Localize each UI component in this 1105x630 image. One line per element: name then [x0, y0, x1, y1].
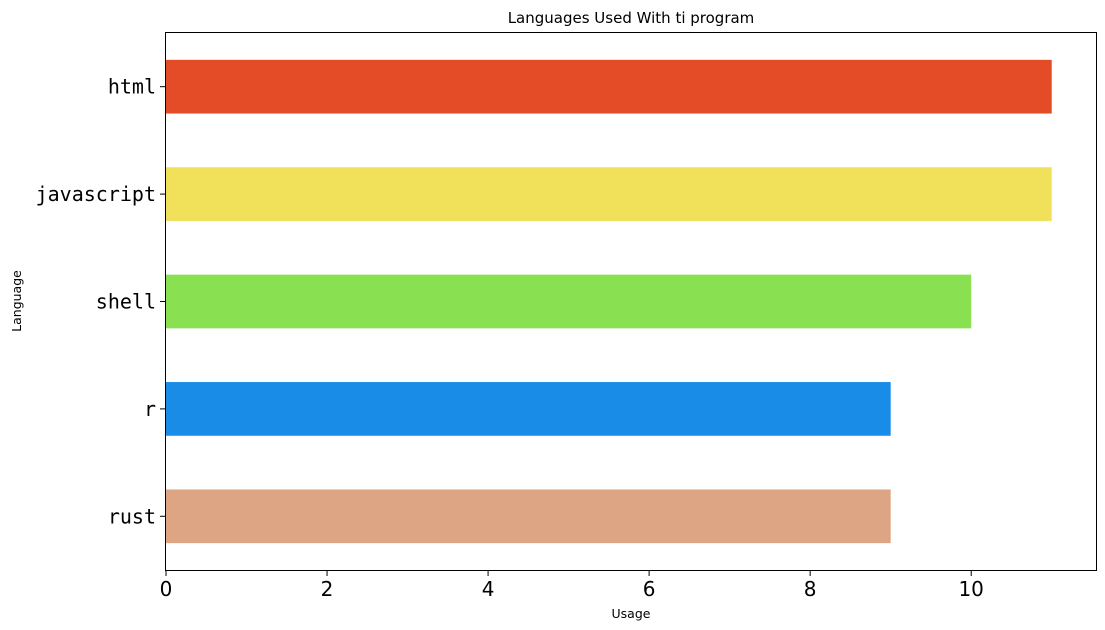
x-tick-label-10: 10: [958, 577, 983, 601]
x-tick-label-6: 6: [643, 577, 656, 601]
x-tick-label-2: 2: [321, 577, 334, 601]
y-tick-label-javascript: javascript: [36, 182, 156, 206]
bar-html: [166, 59, 1052, 114]
bar-javascript: [166, 167, 1052, 221]
y-axis: html javascript shell r rust: [36, 75, 166, 528]
x-tick-label-0: 0: [160, 577, 173, 601]
x-axis: 0 2 4 6 8 10: [160, 570, 984, 601]
bar-rust: [166, 489, 891, 544]
bar-shell: [166, 274, 972, 329]
y-tick-label-html: html: [108, 75, 156, 99]
y-axis-label: Language: [9, 270, 24, 332]
bars-group: [166, 59, 1052, 544]
chart-title: Languages Used With ti program: [508, 9, 755, 27]
x-tick-label-8: 8: [804, 577, 817, 601]
x-axis-label: Usage: [612, 606, 651, 621]
y-tick-label-rust: rust: [108, 504, 156, 528]
y-tick-label-shell: shell: [96, 290, 156, 314]
bar-r: [166, 382, 891, 436]
y-tick-label-r: r: [144, 397, 156, 421]
x-tick-label-4: 4: [482, 577, 495, 601]
